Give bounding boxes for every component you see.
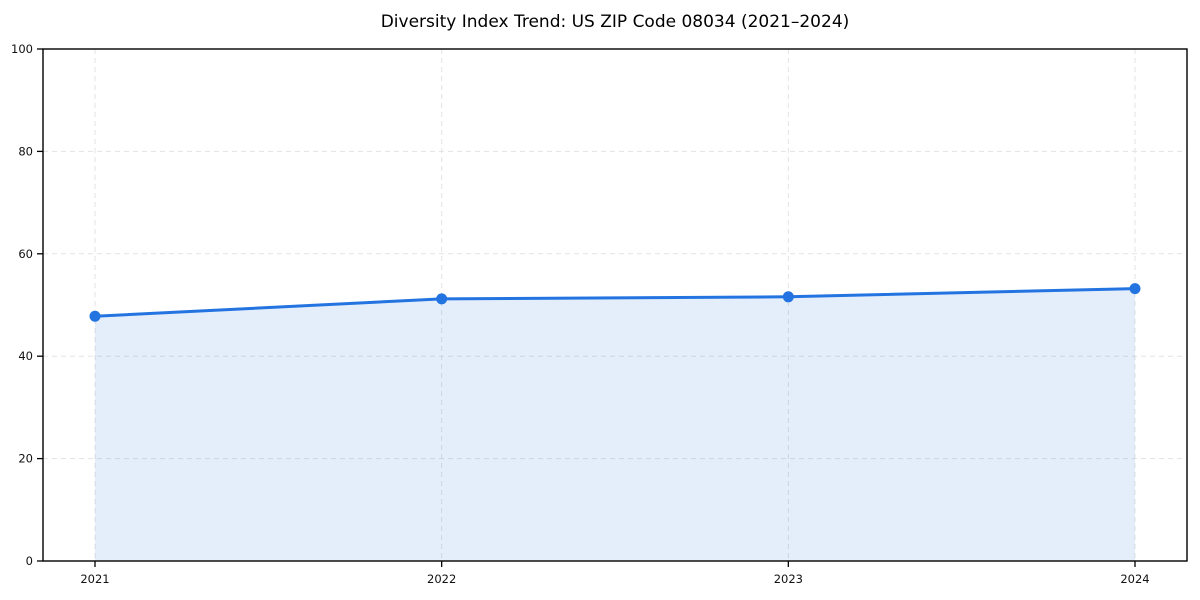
y-tick-label: 0 [26,554,33,568]
plot-border [42,48,1188,562]
x-tick-label: 2024 [1120,572,1149,586]
data-point-2021 [89,310,101,322]
y-tick-label: 100 [11,42,33,56]
y-tick-label: 20 [18,452,33,466]
x-tick-label: 2023 [774,572,803,586]
data-point-2024 [1129,283,1141,295]
y-tick-label: 80 [18,144,33,158]
trend-line [93,287,1137,318]
chart-title: Diversity Index Trend: US ZIP Code 08034… [380,12,850,32]
area-fill [95,288,1135,561]
y-tick-label: 40 [18,349,33,363]
data-point-2023 [782,291,794,303]
data-point-2022 [436,293,448,305]
y-tick-label: 60 [18,247,33,261]
x-tick-label: 2022 [427,572,456,586]
x-tick-label: 2021 [80,572,109,586]
